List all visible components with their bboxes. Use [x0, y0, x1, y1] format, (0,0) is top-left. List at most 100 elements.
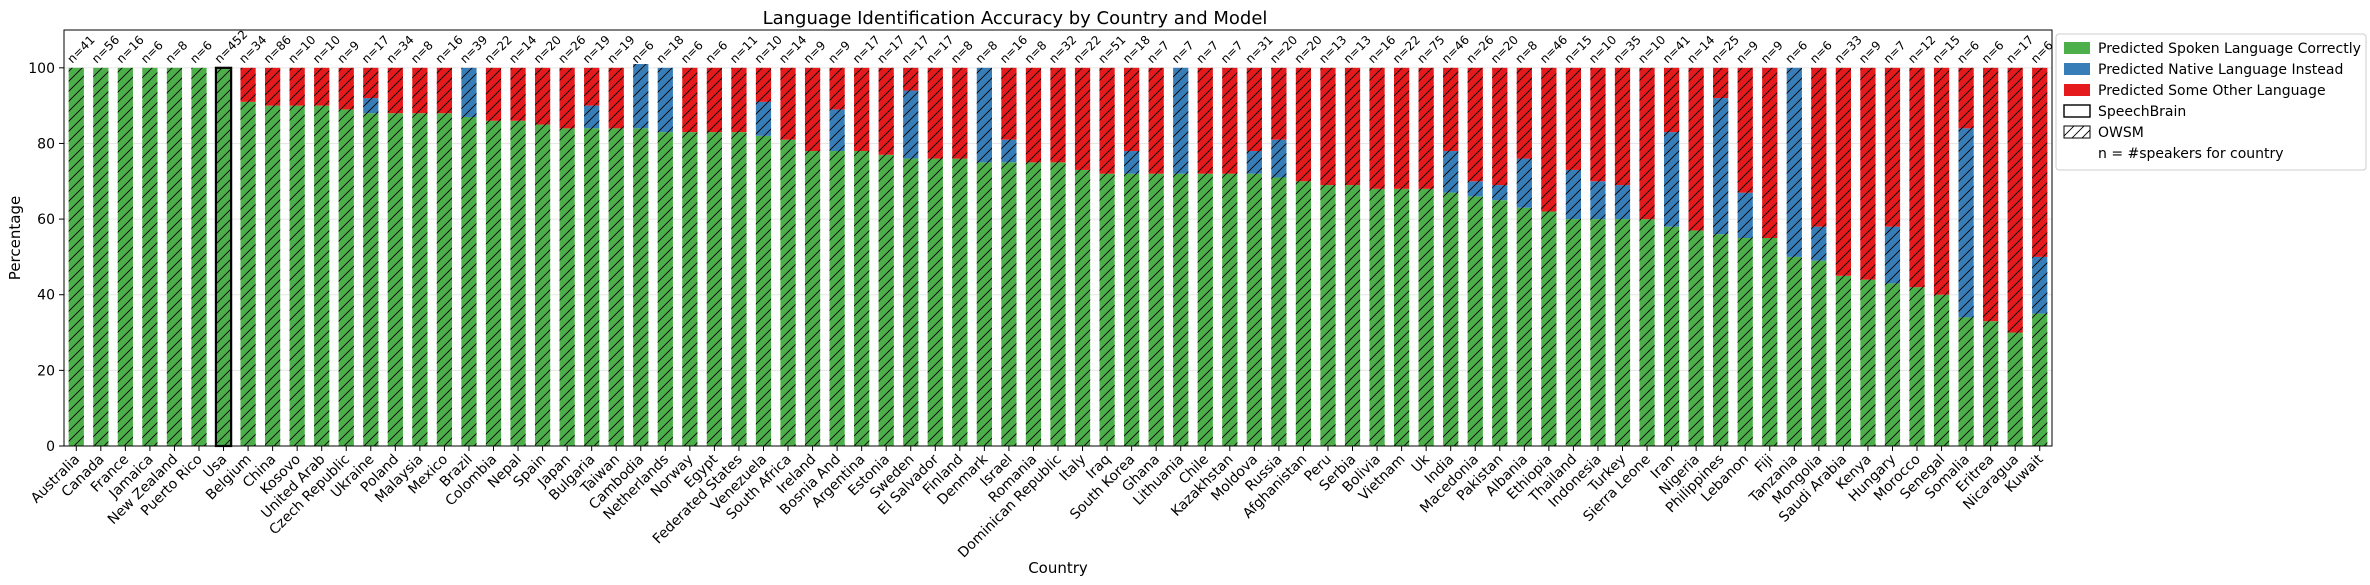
bar-hatch	[387, 67, 403, 447]
bar-hatch	[1222, 67, 1238, 447]
legend-label: OWSM	[2098, 125, 2144, 141]
bar-hatch	[68, 67, 84, 447]
bar-group-peru	[1320, 67, 1336, 447]
bar-group-nigeria	[1688, 67, 1704, 447]
bar-hatch	[657, 67, 673, 447]
bar-group-spain	[534, 67, 551, 447]
bar-hatch	[927, 67, 943, 447]
bar-hatch	[142, 67, 158, 447]
bar-hatch	[1344, 67, 1361, 447]
bar-group-kuwait	[2032, 67, 2048, 447]
n-label: n=6	[187, 38, 215, 66]
bar-hatch	[1983, 67, 1999, 447]
bar-group-japan	[559, 67, 575, 447]
n-labels: n=41n=56n=16n=6n=8n=6n=452n=34n=86n=10n=…	[64, 27, 2055, 66]
legend-swatch	[2064, 63, 2090, 75]
bar-hatch	[1001, 67, 1017, 447]
bar-hatch	[93, 67, 109, 447]
bar-hatch	[485, 67, 502, 447]
bar-group-uk	[1418, 67, 1434, 447]
bar-hatch	[1246, 67, 1262, 447]
legend-entry: Predicted Spoken Language Correctly	[2064, 41, 2361, 57]
bar-hatch	[338, 67, 354, 447]
y-tick-label: 20	[37, 363, 55, 379]
chart-title: Language Identification Accuracy by Coun…	[763, 8, 1268, 29]
bar-group-macedonia	[1467, 67, 1483, 447]
bar-hatch	[1639, 67, 1655, 447]
bar-hatch	[633, 64, 649, 446]
bar-group-argentina	[854, 67, 870, 447]
bar-group-usa	[214, 66, 233, 448]
bar-hatch	[1197, 67, 1213, 447]
bar-group-hungary	[1884, 67, 1901, 447]
bar-group-estonia	[878, 67, 894, 447]
bar-group-puerto-rico	[191, 67, 207, 447]
bar-hatch	[976, 67, 992, 447]
bar-group-ghana	[1148, 67, 1164, 447]
bar-hatch	[117, 67, 133, 447]
legend-label: Predicted Some Other Language	[2098, 83, 2326, 99]
bar-group-albania	[1516, 67, 1532, 447]
bar-hatch	[1443, 67, 1459, 447]
bar-group-denmark	[976, 67, 992, 447]
bar-hatch	[559, 67, 575, 447]
bar-group-bulgaria	[584, 67, 600, 447]
legend-entry: OWSM	[2063, 125, 2144, 141]
bar-hatch	[706, 67, 723, 447]
y-axis: 0 20 40 60 80 100	[28, 61, 64, 455]
bar-group-ukraine	[363, 67, 379, 447]
bar-hatch	[1590, 67, 1606, 447]
legend: Predicted Spoken Language Correctly Predi…	[2055, 33, 2367, 171]
bar-group-new-zealand	[166, 67, 183, 447]
bar-hatch	[1393, 67, 1410, 447]
bar-group-el-salvador	[927, 67, 943, 447]
bar-hatch	[363, 67, 379, 447]
bar-group-philippines	[1713, 67, 1729, 447]
bar-group-norway	[682, 67, 698, 447]
legend-entry: Predicted Some Other Language	[2064, 83, 2326, 99]
bar-group-russia	[1271, 67, 1287, 447]
bar-hatch	[436, 67, 453, 447]
bar-hatch	[2032, 67, 2048, 447]
y-tick-label: 40	[37, 288, 55, 304]
bar-group-bolivia	[1369, 67, 1385, 447]
bar-group-thailand	[1565, 67, 1582, 447]
legend-label: SpeechBrain	[2098, 104, 2186, 120]
bar-group-south-africa	[780, 67, 796, 447]
bar-group-chile	[1197, 67, 1213, 447]
bar-group-nicaragua	[2007, 67, 2023, 447]
bar-group-ethiopia	[1541, 67, 1557, 447]
x-tick-label: Italy	[1057, 452, 1090, 485]
bar-group-mexico	[436, 67, 453, 447]
bar-group-nepal	[510, 67, 526, 447]
bar-hatch	[829, 67, 845, 447]
bar-hatch	[1074, 67, 1091, 447]
bar-hatch	[1369, 67, 1385, 447]
bar-hatch	[1541, 67, 1557, 447]
bar-hatch	[1688, 67, 1704, 447]
bar-group-czech-republic	[338, 67, 354, 447]
n-label: n=9	[1758, 38, 1786, 66]
bar-group-sweden	[903, 67, 919, 447]
bar-hatch	[314, 67, 330, 447]
bar-hatch	[265, 67, 281, 447]
bar-hatch	[1516, 67, 1532, 447]
bar-group-turkey	[1614, 67, 1631, 447]
bar-hatch	[191, 67, 207, 447]
bar-group-france	[117, 67, 133, 447]
bar-hatch	[1909, 67, 1925, 447]
bar-group-dominican-republic	[1050, 67, 1066, 447]
bar-group-saudi-arabia	[1835, 67, 1851, 447]
y-tick-label: 80	[37, 136, 55, 152]
y-axis-title: Percentage	[6, 196, 24, 280]
bar-hatch	[1811, 67, 1827, 447]
legend-label: n = #speakers for country	[2098, 146, 2284, 162]
n-label: n=7	[1169, 38, 1197, 66]
bar-hatch	[1884, 67, 1901, 447]
n-label: n=7	[1218, 38, 1246, 66]
bar-group-brazil	[461, 67, 477, 447]
y-tick-label: 0	[46, 439, 55, 455]
bar-group-lithuania	[1173, 67, 1189, 447]
bar-hatch	[608, 67, 624, 447]
